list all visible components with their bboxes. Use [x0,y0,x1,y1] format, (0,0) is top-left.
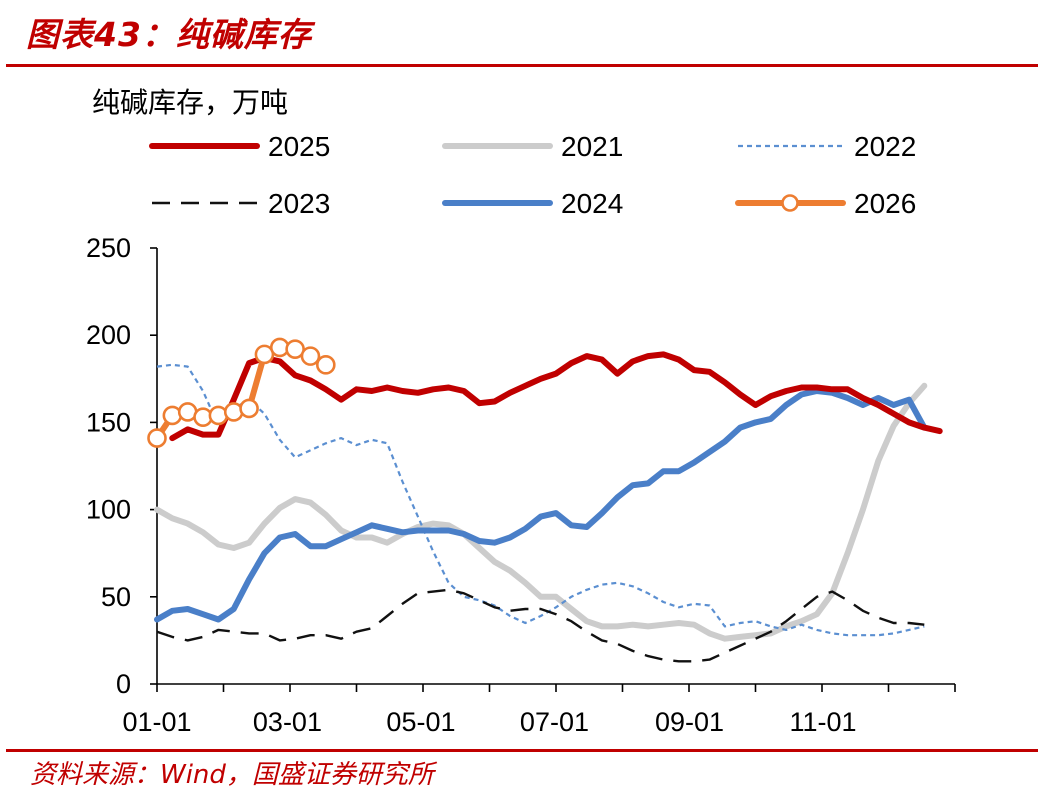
legend-item-2021: 2021 [442,131,623,162]
x-tick-label: 05-01 [386,707,455,737]
legend-item-2026: 2026 [735,188,916,219]
series-line-2026 [154,344,329,442]
title-divider [6,64,1038,67]
legend-label: 2022 [854,131,916,162]
legend-label: 2024 [561,188,623,219]
series-line-2021 [154,382,928,642]
source-note: 资料来源：Wind，国盛证券研究所 [30,760,434,790]
data-point-2026 [316,355,336,375]
legend-label: 2025 [268,131,330,162]
x-tick-label: 11-01 [789,707,856,737]
series-line-2023 [156,588,925,663]
legend-item-2025: 2025 [149,131,330,162]
figure-title: 图表43：纯碱库存 [26,15,312,54]
y-tick-label: 0 [116,669,131,699]
y-tick-label: 100 [86,495,131,525]
data-point-2026 [147,428,167,448]
y-axis-unit-label: 纯碱库存，万吨 [92,86,288,119]
series-line-2022 [156,363,925,637]
legend-label: 2026 [854,188,916,219]
series-line-2025 [169,351,943,442]
legend-label: 2021 [561,131,623,162]
y-tick-label: 150 [86,407,131,437]
series-layer [147,337,943,663]
y-tick-label: 250 [86,233,131,263]
legend-marker [781,194,799,212]
x-tick-label: 03-01 [253,707,322,737]
legend-label: 2023 [268,188,330,219]
chart-axes: 0 50 100 150 200 250 01-01 03-01 05-01 07-01 09-01… [86,233,956,737]
legend-item-2023: 2023 [152,188,330,219]
y-tick-label: 200 [86,320,131,350]
x-tick-label: 07-01 [520,707,589,737]
x-tick-label: 09-01 [655,707,724,737]
legend: 2025 2021 2022 2023 2024 2026 [149,131,916,219]
data-point-2026 [300,346,321,366]
series-line-2024 [154,388,928,623]
source-divider [6,749,1038,752]
y-tick-label: 50 [101,582,131,612]
x-tick-label: 01-01 [122,707,191,737]
legend-item-2024: 2024 [442,188,623,219]
data-point-2026 [239,398,259,419]
legend-item-2022: 2022 [738,131,916,162]
